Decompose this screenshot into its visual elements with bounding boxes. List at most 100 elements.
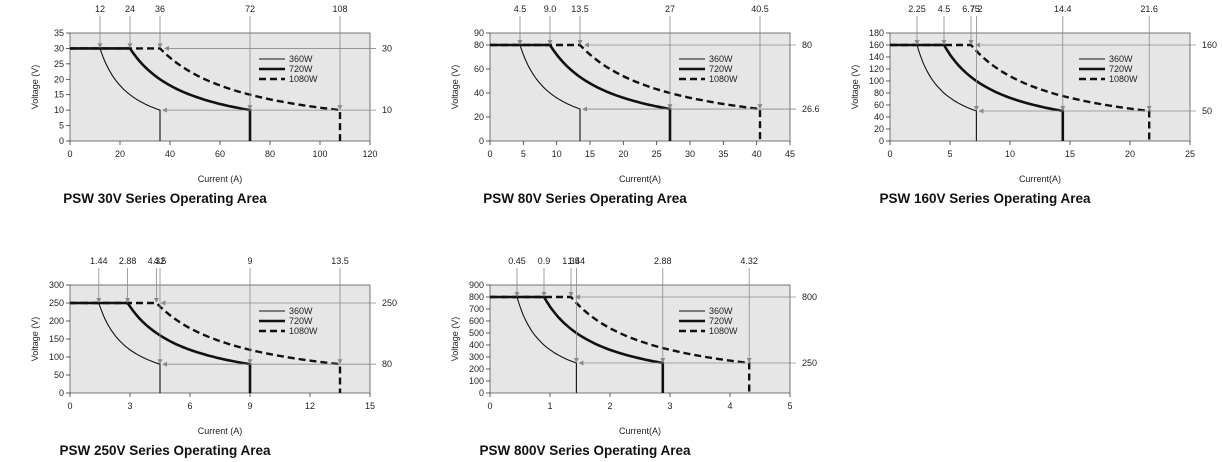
series-line-360W	[70, 47, 161, 141]
y-tick-label: 5	[59, 121, 64, 131]
y-tick-label: 250	[49, 298, 64, 308]
top-marker-label: 4.5	[154, 256, 167, 266]
x-tick-label: 5	[787, 401, 792, 411]
chart-title: PSW 160V Series Operating Area	[879, 191, 1091, 206]
top-marker-label: 13.5	[571, 4, 589, 14]
top-marker-label: 4.5	[514, 4, 527, 14]
arrow-head	[746, 358, 752, 363]
legend-label: 360W	[1109, 54, 1133, 64]
y-tick-label: 60	[874, 100, 884, 110]
y-tick-label: 90	[474, 28, 484, 38]
top-marker-label: 27	[665, 4, 675, 14]
x-axis-label: Current (A)	[198, 426, 243, 436]
arrow-head	[514, 292, 520, 297]
arrow-head	[941, 40, 947, 45]
series-line-360W	[490, 44, 581, 141]
arrow-head	[157, 43, 163, 49]
series-line-720W	[490, 295, 665, 393]
legend-label: 1080W	[1109, 74, 1138, 84]
chart-title: PSW 800V Series Operating Area	[479, 443, 691, 458]
legend-label: 720W	[709, 64, 733, 74]
x-tick-label: 45	[785, 149, 795, 159]
x-tick-label: 0	[67, 149, 72, 159]
arrow-head	[914, 40, 920, 45]
top-marker-label: 21.6	[1140, 4, 1158, 14]
legend-label: 1080W	[709, 74, 738, 84]
x-tick-label: 3	[667, 401, 672, 411]
y-tick-label: 25	[54, 59, 64, 69]
x-axis-label: Current(A)	[619, 426, 661, 436]
x-tick-label: 6	[187, 401, 192, 411]
x-tick-label: 12	[305, 401, 315, 411]
y-tick-label: 180	[869, 28, 884, 38]
chart-title: PSW 80V Series Operating Area	[483, 191, 687, 206]
y-tick-label: 0	[59, 388, 64, 398]
top-marker-label: 13.5	[331, 256, 349, 266]
x-tick-label: 20	[618, 149, 628, 159]
chart-800v: 0 100 200 300 400 500 600 700 800 900 0 1 2 3 4 5 Curren…	[450, 256, 817, 436]
y-tick-label: 0	[479, 136, 484, 146]
y-tick-label: 0	[479, 388, 484, 398]
right-marker-label: 160	[1202, 40, 1217, 50]
x-tick-label: 4	[727, 401, 732, 411]
y-tick-label: 200	[49, 316, 64, 326]
y-tick-label: 160	[869, 40, 884, 50]
y-axis-label: Voltage (V)	[450, 65, 460, 110]
top-marker-label: 2.88	[654, 256, 672, 266]
x-tick-label: 20	[1125, 149, 1135, 159]
series-line-1080W	[890, 43, 1151, 141]
y-tick-label: 120	[869, 64, 884, 74]
right-marker-label: 50	[1202, 106, 1212, 116]
series-line-720W	[490, 43, 672, 141]
arrow-head	[541, 292, 547, 297]
x-tick-label: 0	[487, 149, 492, 159]
x-tick-label: 5	[947, 149, 952, 159]
arrow-head	[660, 358, 666, 363]
x-tick-label: 25	[1185, 149, 1195, 159]
y-tick-label: 100	[49, 352, 64, 362]
x-tick-label: 25	[652, 149, 662, 159]
x-tick-label: 40	[165, 149, 175, 159]
legend-label: 360W	[709, 306, 733, 316]
arrow-head	[973, 106, 979, 111]
top-marker-label: 1.44	[90, 256, 108, 266]
arrow-head	[577, 40, 583, 45]
right-marker-label: 800	[802, 292, 817, 302]
arrow-head	[547, 40, 553, 45]
y-tick-label: 35	[54, 28, 64, 38]
x-tick-label: 0	[487, 401, 492, 411]
series-line-360W	[890, 44, 977, 141]
top-marker-label: 72	[245, 4, 255, 14]
series-line-720W	[890, 43, 1065, 141]
chart-panel-250v: 0 50 100 150 200 250 300 0 3 6 9 12 15 Current (A) Vol…	[0, 252, 397, 462]
y-tick-label: 100	[869, 76, 884, 86]
arrow-head	[247, 359, 253, 365]
series-line-1080W	[490, 295, 751, 393]
arrow-head	[575, 294, 580, 300]
chart-panel-160v: 0 20 40 60 80 100 120 140 160 180 0 5 10 15 20 25 Curren…	[820, 0, 1217, 210]
legend-label: 360W	[709, 54, 733, 64]
x-tick-label: 100	[312, 149, 327, 159]
legend-label: 720W	[289, 316, 313, 326]
x-tick-label: 20	[115, 149, 125, 159]
x-tick-label: 2	[607, 401, 612, 411]
y-tick-label: 150	[49, 334, 64, 344]
top-marker-label: 36	[155, 4, 165, 14]
arrow-head	[125, 298, 131, 303]
chart-panel-800v: 0 100 200 300 400 500 600 700 800 900 0 1 2 3 4 5 Curren…	[420, 252, 817, 462]
right-marker-label: 80	[802, 40, 812, 50]
x-tick-label: 120	[362, 149, 377, 159]
x-tick-label: 9	[247, 401, 252, 411]
arrow-head	[517, 40, 523, 45]
series-line-720W	[70, 301, 252, 393]
top-marker-label: 4.32	[740, 256, 758, 266]
y-axis-label: Voltage (V)	[30, 317, 40, 362]
y-tick-label: 300	[49, 280, 64, 290]
x-tick-label: 10	[552, 149, 562, 159]
y-tick-label: 15	[54, 90, 64, 100]
series-line-720W	[70, 47, 252, 141]
top-marker-label: 1.44	[568, 256, 586, 266]
y-tick-label: 80	[874, 88, 884, 98]
arrow-head	[582, 106, 587, 112]
y-tick-label: 700	[469, 304, 484, 314]
